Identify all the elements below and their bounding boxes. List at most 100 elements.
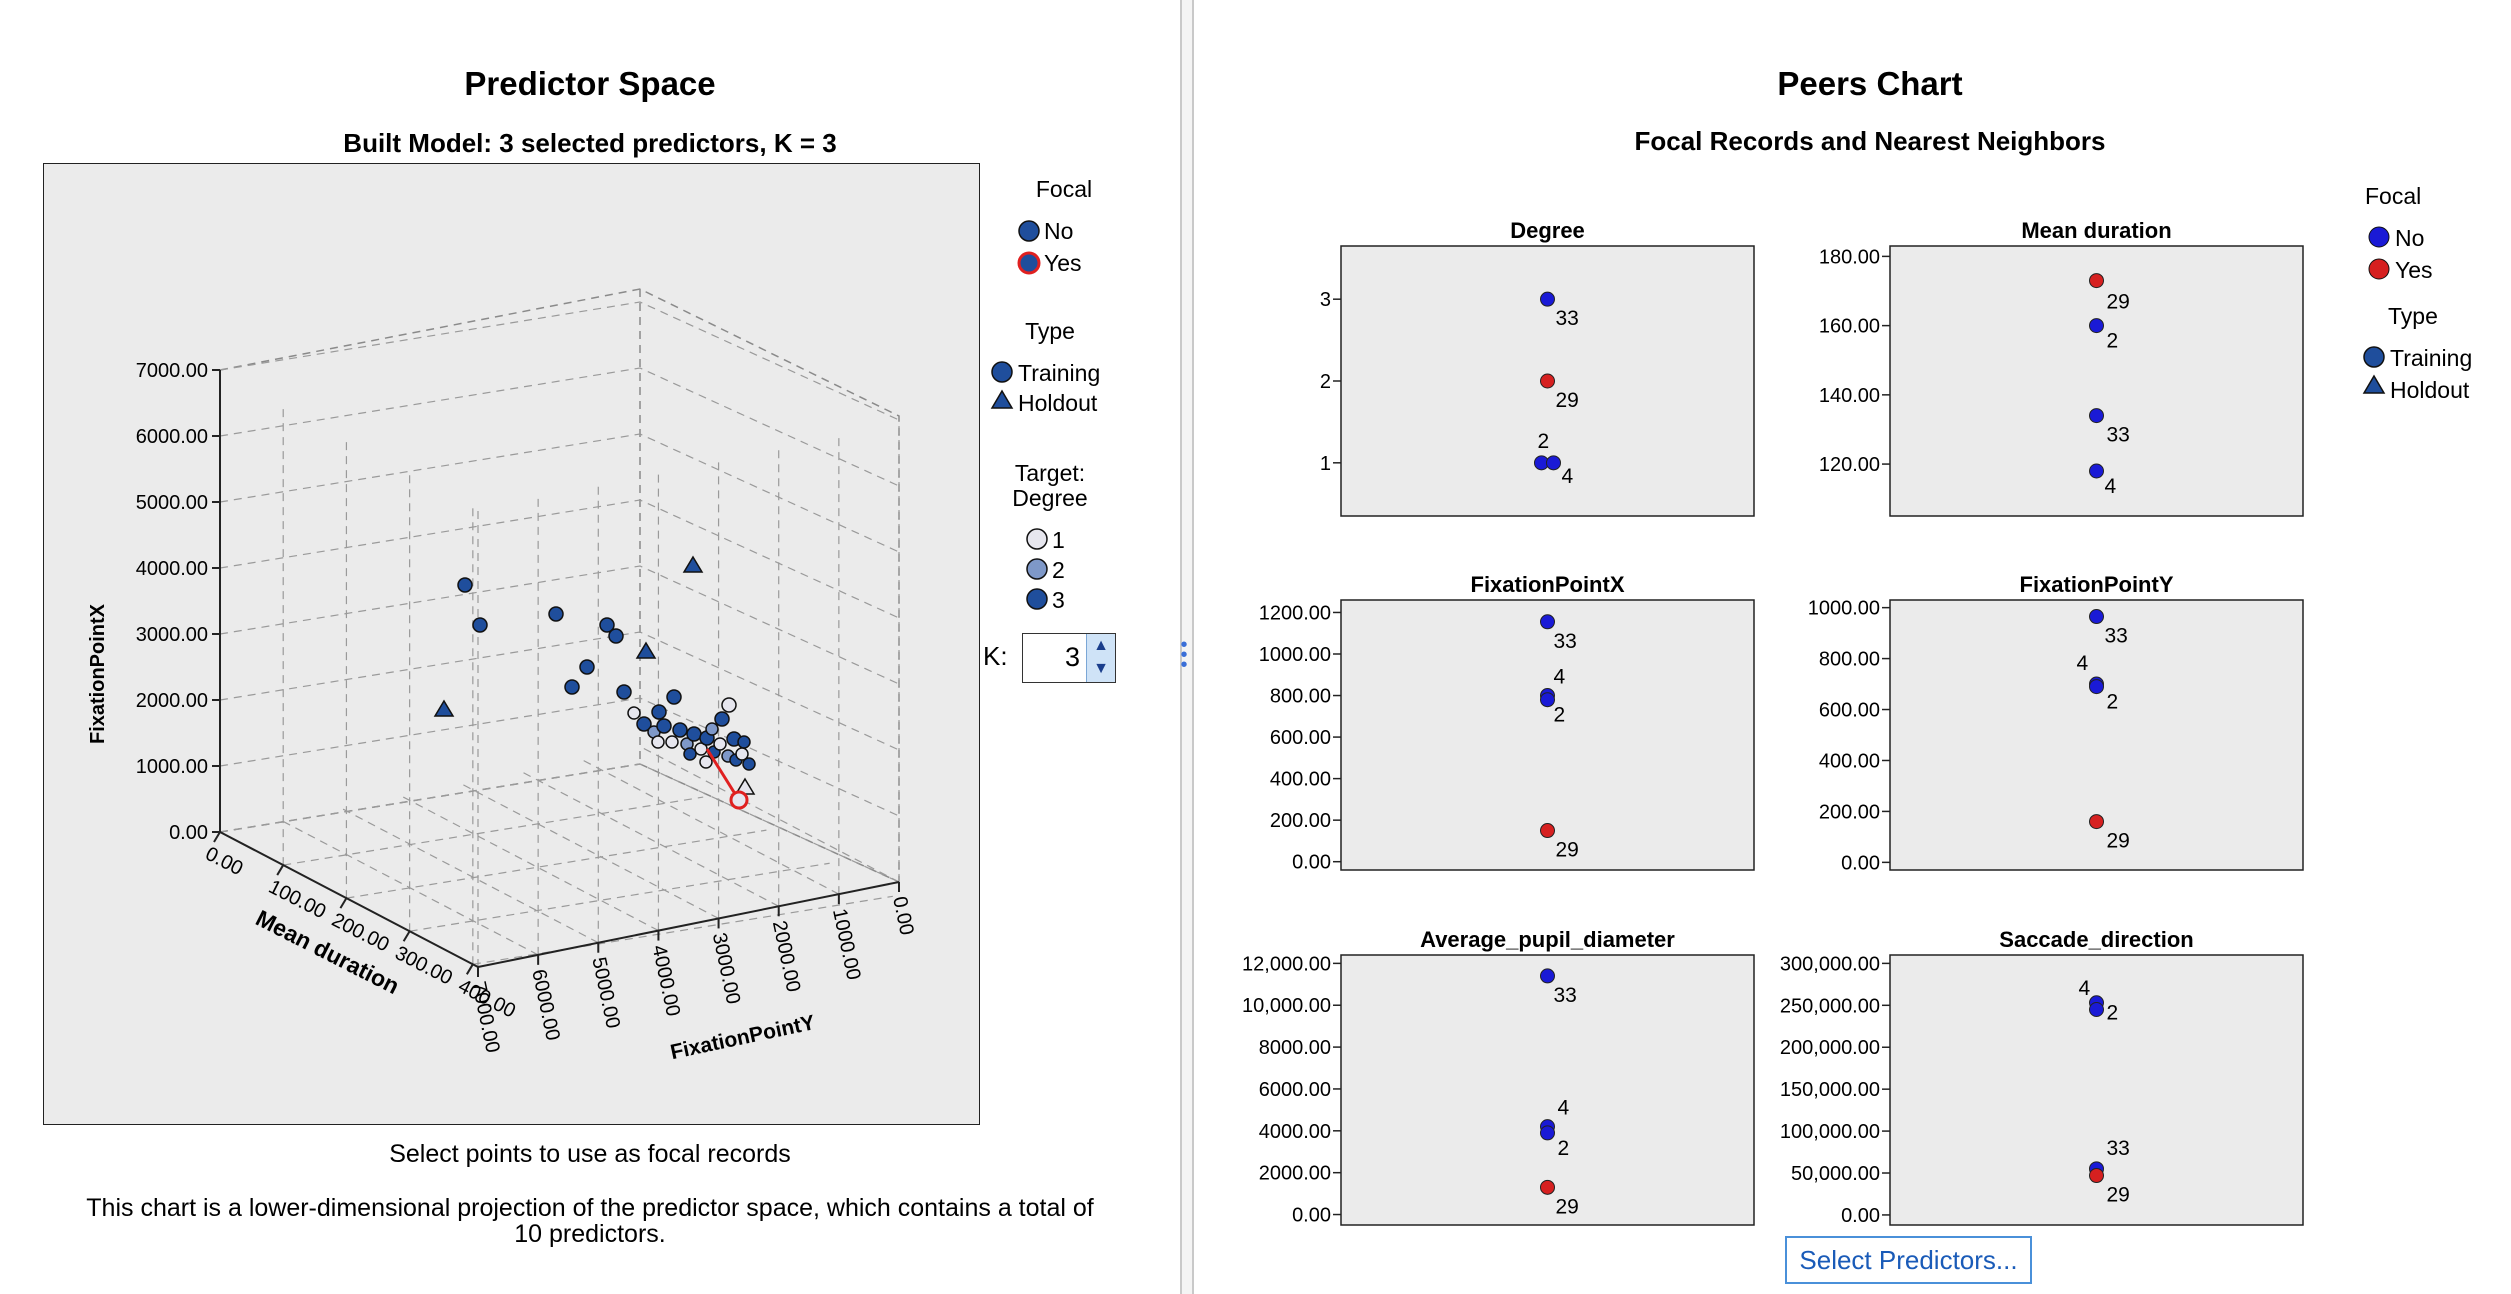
- tick-label: 160.00: [1819, 316, 1880, 338]
- peer-point[interactable]: [2089, 273, 2104, 289]
- peer-point-label: 33: [1554, 630, 1577, 653]
- peer-point-label: 2: [1558, 1137, 1570, 1160]
- peer-point[interactable]: [2089, 1168, 2104, 1184]
- point[interactable]: [636, 716, 652, 732]
- peer-point[interactable]: [1540, 373, 1555, 389]
- point[interactable]: [564, 679, 580, 695]
- tick-label: 120.00: [1819, 454, 1880, 476]
- z-tick-label: 3000.00: [136, 624, 208, 646]
- peer-point[interactable]: [1546, 455, 1561, 471]
- point[interactable]: [705, 722, 719, 736]
- peer-point[interactable]: [1540, 823, 1555, 839]
- point[interactable]: [599, 617, 615, 633]
- point[interactable]: [656, 718, 672, 734]
- point[interactable]: [713, 737, 727, 751]
- focal-point[interactable]: [729, 790, 749, 810]
- tick-label: 150,000.00: [1780, 1079, 1880, 1101]
- tick-label: 400.00: [1270, 769, 1331, 791]
- tick-label: 6000.00: [1259, 1079, 1331, 1101]
- peer-point[interactable]: [1540, 291, 1555, 307]
- point[interactable]: [737, 735, 751, 749]
- peer-point[interactable]: [1540, 968, 1555, 984]
- point[interactable]: [548, 606, 564, 622]
- legend-focal-yes: Yes: [1044, 250, 1082, 276]
- peer-point[interactable]: [1540, 614, 1555, 630]
- peer-point-label: 33: [2107, 1137, 2130, 1160]
- peers-legend-type-training: Training: [2390, 345, 2473, 371]
- peer-point[interactable]: [2089, 318, 2104, 334]
- tick-label: 1000.00: [1808, 598, 1880, 620]
- predictor-space-plot[interactable]: 0.00 1000.00 2000.00 3000.00 4000.00 5000.00 6…: [43, 163, 980, 1125]
- point[interactable]: [651, 735, 665, 749]
- tick-label: 12,000.00: [1242, 953, 1331, 975]
- peer-point[interactable]: [1540, 1125, 1555, 1141]
- panel-title: Average_pupil_diameter: [1420, 927, 1675, 952]
- peer-point[interactable]: [2089, 1002, 2104, 1018]
- peers-panel-fixationpointy[interactable]: FixationPointY 0.00 200.00 400.00 600.00 800.…: [1808, 572, 2304, 874]
- holdout-point[interactable]: [433, 699, 455, 717]
- tick-label: 100,000.00: [1780, 1121, 1880, 1143]
- z-tick-label: 1000.00: [136, 756, 208, 778]
- point[interactable]: [616, 684, 632, 700]
- panel-title: Mean duration: [2021, 218, 2171, 243]
- point[interactable]: [665, 735, 679, 749]
- point[interactable]: [683, 747, 697, 761]
- z-tick-label: 5000.00: [136, 492, 208, 514]
- peers-panel-mean-duration[interactable]: Mean duration 120.00 140.00 160.00 180.00 29 2…: [1819, 218, 2304, 517]
- peer-point-label: 4: [1558, 1097, 1570, 1120]
- point[interactable]: [579, 659, 595, 675]
- peers-legend-focal-no: No: [2395, 225, 2425, 251]
- splitter-grip-icon[interactable]: • • •: [1180, 634, 1188, 676]
- tick-label: 8000.00: [1259, 1037, 1331, 1059]
- holdout-point[interactable]: [635, 641, 657, 659]
- point[interactable]: [672, 722, 688, 738]
- predictor-space-title: Predictor Space: [464, 65, 716, 102]
- point[interactable]: [472, 617, 488, 633]
- peer-point[interactable]: [2089, 408, 2104, 424]
- k-increment-chevron-up-icon[interactable]: ▲: [1093, 637, 1109, 654]
- tick-label: 600.00: [1270, 727, 1331, 749]
- peers-legend-focal-title: Focal: [2365, 183, 2422, 209]
- point[interactable]: [714, 711, 730, 727]
- grid-lines: [219, 301, 900, 968]
- point[interactable]: [651, 704, 667, 720]
- point[interactable]: [721, 697, 737, 713]
- peer-point[interactable]: [1540, 1179, 1555, 1195]
- legend-type-holdout: Holdout: [1018, 390, 1098, 416]
- peer-point-label: 29: [1556, 839, 1579, 862]
- point[interactable]: [457, 577, 473, 593]
- peer-point[interactable]: [2089, 609, 2104, 625]
- z-tick-label: 7000.00: [136, 360, 208, 382]
- point[interactable]: [699, 755, 713, 769]
- peer-point[interactable]: [1540, 692, 1555, 708]
- legend-target-title: Target:: [1014, 460, 1086, 486]
- peer-point-label: 33: [2105, 625, 2128, 648]
- tick-label: 10,000.00: [1242, 995, 1331, 1017]
- y-tick-label: 3000.00: [708, 931, 745, 1006]
- peer-point[interactable]: [2089, 814, 2104, 830]
- k-spinner[interactable]: 3 ▲ ▼: [1022, 633, 1116, 683]
- peer-point-label: 33: [1554, 984, 1577, 1007]
- point[interactable]: [627, 706, 641, 720]
- peers-panel-fixationpointx[interactable]: FixationPointX 0.00 200.00 400.00 600.00 800.…: [1259, 572, 1755, 874]
- point[interactable]: [608, 628, 624, 644]
- peers-panel-saccade-direction[interactable]: Saccade_direction 0.00 50,000.00 100,000.00…: [1780, 927, 2304, 1227]
- peers-panel-average-pupil-diameter[interactable]: Average_pupil_diameter 0.00 2000.00 4000.00…: [1242, 927, 1755, 1227]
- point[interactable]: [742, 757, 756, 771]
- point[interactable]: [666, 689, 682, 705]
- splitter[interactable]: [1180, 0, 1194, 1294]
- data-points[interactable]: [433, 555, 756, 795]
- k-value[interactable]: 3: [1064, 642, 1080, 672]
- legend-type-markers: [990, 361, 1014, 409]
- k-decrement-chevron-down-icon[interactable]: ▼: [1093, 660, 1109, 677]
- point[interactable]: [686, 726, 702, 742]
- tick-label: 0.00: [1292, 1205, 1331, 1227]
- holdout-point[interactable]: [682, 555, 704, 573]
- select-predictors-button[interactable]: Select Predictors...: [1785, 1236, 2032, 1284]
- tick-label: 180.00: [1819, 246, 1880, 268]
- predictor-space-3d-chart[interactable]: 0.00 1000.00 2000.00 3000.00 4000.00 5000.00 6…: [44, 164, 979, 1124]
- peer-point[interactable]: [2089, 463, 2104, 479]
- peer-point[interactable]: [2089, 679, 2104, 695]
